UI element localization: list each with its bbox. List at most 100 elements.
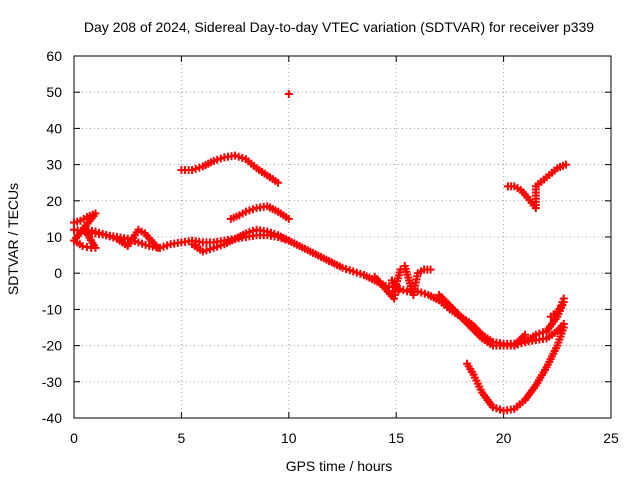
data-point-fill xyxy=(506,405,515,414)
data-point-fill xyxy=(558,298,567,307)
data-point-fill xyxy=(75,240,84,249)
data-point-fill xyxy=(475,332,484,341)
data-point-fill xyxy=(238,209,247,218)
y-tick-label: -40 xyxy=(42,410,62,426)
data-point-fill xyxy=(529,332,538,341)
data-point-fill xyxy=(228,236,237,245)
data-point-fill xyxy=(454,310,463,319)
data-point-fill xyxy=(249,205,257,214)
data-point-fill xyxy=(356,269,365,278)
data-point-fill xyxy=(82,242,91,251)
data-point-fill xyxy=(163,241,172,250)
data-point-fill xyxy=(392,284,401,293)
y-tick-label: -20 xyxy=(42,338,62,354)
data-point-fill xyxy=(404,273,413,282)
data-point-fill xyxy=(141,240,150,249)
data-points xyxy=(70,90,570,415)
data-point-fill xyxy=(227,152,236,161)
data-point-fill xyxy=(73,217,82,226)
data-point-fill xyxy=(375,277,384,286)
y-tick-label: -10 xyxy=(42,301,62,317)
data-point-fill xyxy=(303,246,312,255)
data-point-fill xyxy=(137,227,146,236)
data-point-fill xyxy=(531,185,540,194)
data-point-fill xyxy=(558,326,567,335)
x-tick-label: 5 xyxy=(178,430,186,446)
data-point-fill xyxy=(282,213,291,222)
data-point-fill xyxy=(399,286,408,295)
y-tick-label: -30 xyxy=(42,374,62,390)
data-point-fill xyxy=(465,321,474,330)
data-point-fill xyxy=(521,190,530,199)
data-point-fill xyxy=(151,241,160,250)
data-point-fill xyxy=(79,214,88,223)
data-point-fill xyxy=(195,237,204,246)
data-point-fill xyxy=(496,405,505,414)
data-point-fill xyxy=(184,166,193,175)
data-point-fill xyxy=(109,233,118,242)
data-point-fill xyxy=(443,299,452,308)
data-point-fill xyxy=(513,184,522,193)
x-tick-label: 20 xyxy=(496,430,512,446)
data-point-fill xyxy=(538,328,547,337)
data-point-fill xyxy=(239,230,248,239)
x-tick-label: 0 xyxy=(70,430,78,446)
data-point-fill xyxy=(216,241,225,250)
chart-title: Day 208 of 2024, Sidereal Day-to-day VTE… xyxy=(84,19,594,35)
data-point-fill xyxy=(413,272,422,281)
y-axis-label: SDTVAR / TECUs xyxy=(5,183,21,295)
data-point-fill xyxy=(345,266,354,275)
data-point-fill xyxy=(335,262,344,271)
data-point-fill xyxy=(314,251,323,260)
data-point-fill xyxy=(559,161,568,170)
axis-ticks xyxy=(73,55,612,419)
data-point-fill xyxy=(173,239,182,248)
tick-labels: 0 5 10 15 20 25 -40 -30 -20 -10 0 10 20 30 40 50 60 xyxy=(42,48,619,446)
data-point-fill xyxy=(423,265,432,274)
y-tick-label: 30 xyxy=(46,157,62,173)
data-point-fill xyxy=(271,176,280,185)
data-point-fill xyxy=(249,226,257,235)
data-point-fill xyxy=(420,289,429,298)
data-point-fill xyxy=(282,235,291,244)
data-point-fill xyxy=(271,206,280,215)
data-point-fill xyxy=(512,339,521,348)
y-tick-label: 40 xyxy=(46,120,62,136)
data-point-fill xyxy=(486,339,495,348)
data-point-fill xyxy=(238,153,247,162)
data-point-fill xyxy=(551,344,560,353)
y-tick-label: 50 xyxy=(46,84,62,100)
data-point-fill xyxy=(476,385,485,394)
data-point-fill xyxy=(416,267,425,276)
data-point-fill xyxy=(518,398,527,407)
data-point-fill xyxy=(550,166,559,175)
data-point-fill xyxy=(195,163,204,172)
data-point-fill xyxy=(541,365,550,374)
data-point-fill xyxy=(98,229,107,238)
data-point-fill xyxy=(381,284,390,293)
data-point-fill xyxy=(530,383,539,392)
data-point-fill xyxy=(539,175,548,184)
data-point-fill xyxy=(260,169,269,178)
x-axis-label: GPS time / hours xyxy=(286,458,393,474)
y-tick-label: 20 xyxy=(46,193,62,209)
data-point-fill xyxy=(292,240,301,249)
x-tick-label: 10 xyxy=(281,430,297,446)
data-point-fill xyxy=(270,229,279,238)
y-tick-label: 60 xyxy=(46,48,62,64)
data-point-fill xyxy=(87,226,96,235)
data-point-fill xyxy=(145,234,154,243)
data-point-fill xyxy=(487,400,496,409)
y-tick-label: 0 xyxy=(54,265,62,281)
data-point-fill xyxy=(395,268,404,277)
data-point-fill xyxy=(432,294,441,303)
y-tick-label: 10 xyxy=(46,229,62,245)
data-point-fill xyxy=(496,341,505,350)
data-point-fill xyxy=(216,154,225,163)
data-point-fill xyxy=(259,226,268,235)
data-point-fill xyxy=(206,245,215,254)
data-point-fill xyxy=(467,367,476,376)
data-point-fill xyxy=(232,212,241,221)
data-point-fill xyxy=(551,315,560,324)
